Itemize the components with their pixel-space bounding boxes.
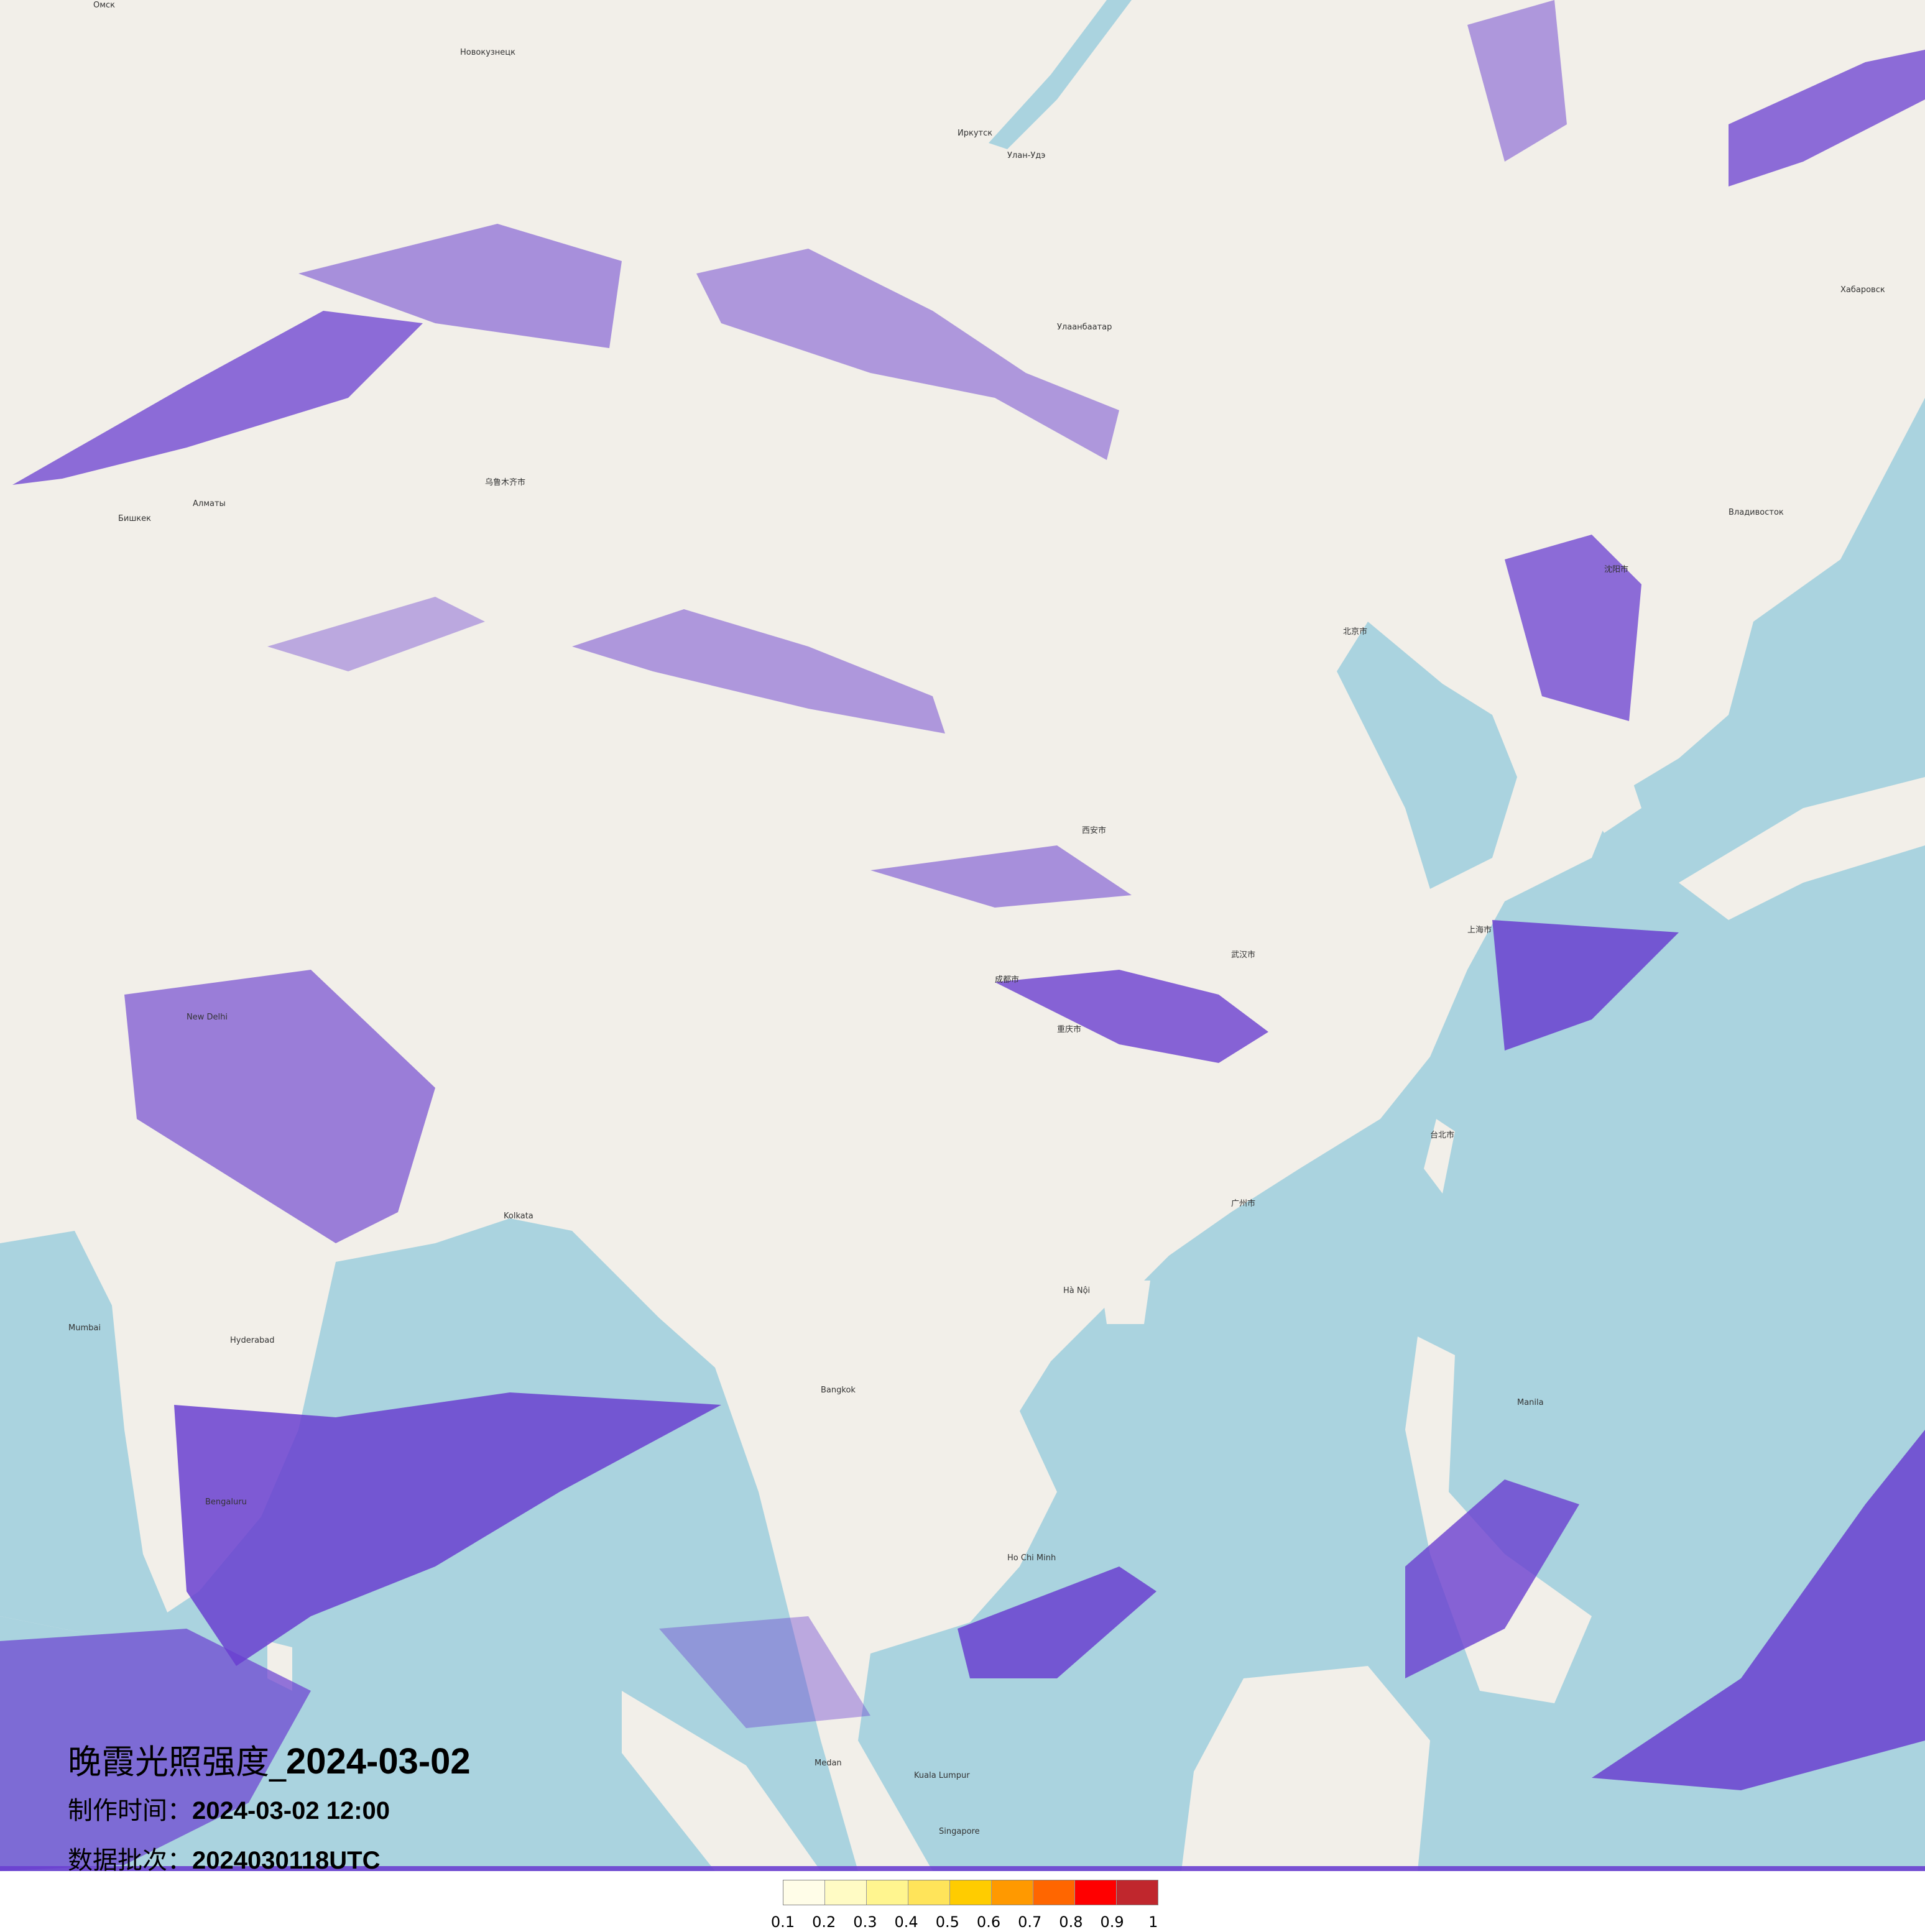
city-label: Улаанбаатар xyxy=(1057,323,1112,332)
city-label: Омск xyxy=(93,1,115,10)
glow-region xyxy=(0,1629,311,1871)
city-label: Алматы xyxy=(193,499,226,508)
glow-region xyxy=(1492,920,1679,1051)
map-title: 晚霞光照强度_2024-03-02 xyxy=(68,1734,471,1783)
glow-region xyxy=(870,845,1132,908)
glow-region xyxy=(659,1616,870,1728)
city-label: Владивосток xyxy=(1729,508,1784,517)
sumatra xyxy=(622,1691,821,1871)
city-label: 武汉市 xyxy=(1231,950,1255,960)
hainan xyxy=(1101,1281,1150,1324)
color-legend xyxy=(783,1880,1158,1905)
city-label: Хабаровск xyxy=(1840,285,1885,295)
city-label: Bangkok xyxy=(821,1386,856,1395)
korea xyxy=(1567,715,1641,833)
city-label: Улан-Удэ xyxy=(1007,151,1045,160)
glow-region xyxy=(958,1566,1156,1678)
legend-swatch xyxy=(1033,1880,1075,1905)
glow-region xyxy=(572,609,945,734)
lake-baikal xyxy=(989,0,1132,149)
arabian-sea xyxy=(0,1231,174,1641)
city-label: Manila xyxy=(1517,1398,1544,1407)
data-batch-label: 数据批次： xyxy=(68,1846,192,1875)
production-time-label: 制作时间： xyxy=(68,1796,192,1825)
glow-region xyxy=(124,970,435,1243)
legend-labels: 0.1 0.2 0.3 0.4 0.5 0.6 0.7 0.8 0.9 1 xyxy=(771,1913,1169,1932)
map-canvas[interactable]: Омск Новокузнецк Иркутск Улан-Удэ Улаанбаата… xyxy=(0,0,1925,1871)
city-label: Бишкек xyxy=(118,514,151,523)
city-label: 沈阳市 xyxy=(1604,564,1628,574)
legend-tick-label: 0.3 xyxy=(853,1913,877,1931)
city-label: Mumbai xyxy=(68,1323,101,1333)
city-label: Medan xyxy=(815,1759,842,1768)
legend-tick-label: 0.7 xyxy=(1018,1913,1042,1931)
legend-tick-label: 0.5 xyxy=(935,1913,959,1931)
city-label: Kuala Lumpur xyxy=(914,1771,970,1780)
title-date: 2024-03-02 xyxy=(286,1741,471,1782)
pacific-ocean xyxy=(858,398,1925,1871)
production-time-value: 2024-03-02 12:00 xyxy=(192,1797,390,1824)
city-label: Bengaluru xyxy=(205,1497,247,1507)
legend-tick-label: 0.8 xyxy=(1059,1913,1083,1931)
glow-region xyxy=(298,224,622,348)
legend-swatch xyxy=(1117,1880,1158,1905)
japan xyxy=(1679,777,1925,920)
borneo xyxy=(1181,1666,1430,1871)
map-bottom-border xyxy=(0,1866,1925,1871)
legend-swatch xyxy=(908,1880,950,1905)
legend-tick-label: 0.2 xyxy=(812,1913,836,1931)
city-label: 西安市 xyxy=(1082,826,1106,835)
glow-region xyxy=(696,249,1119,460)
glow-region xyxy=(1729,50,1925,186)
city-label: 成都市 xyxy=(995,975,1019,985)
city-labels: Омск Новокузнецк Иркутск Улан-Удэ Улаанбаата… xyxy=(68,1,1885,1836)
legend-tick-label: 0.1 xyxy=(770,1913,795,1931)
legend-tick-label: 0.6 xyxy=(976,1913,1001,1931)
city-label: 上海市 xyxy=(1467,925,1492,935)
data-batch-value: 2024030118UTC xyxy=(192,1847,381,1874)
city-label: Ho Chi Minh xyxy=(1007,1553,1056,1563)
production-time: 制作时间：2024-03-02 12:00 xyxy=(68,1790,390,1826)
glow-region xyxy=(1592,1430,1925,1790)
city-label: Hyderabad xyxy=(230,1336,275,1345)
glow-region xyxy=(1467,0,1567,162)
legend-tick-label: 0.9 xyxy=(1100,1913,1124,1931)
afterglow-intensity-overlay xyxy=(0,0,1925,1871)
city-label: 台北市 xyxy=(1430,1130,1454,1140)
city-label: Hà Nội xyxy=(1063,1286,1090,1295)
glow-region xyxy=(267,597,485,671)
data-batch: 数据批次：2024030118UTC xyxy=(68,1840,380,1876)
legend-swatch xyxy=(1075,1880,1117,1905)
title-prefix: 晚霞光照强度_ xyxy=(68,1742,286,1782)
city-label: Kolkata xyxy=(504,1212,533,1221)
legend-tick-label: 0.4 xyxy=(894,1913,918,1931)
legend-swatch xyxy=(992,1880,1033,1905)
glow-region xyxy=(1405,1479,1579,1678)
legend-swatch xyxy=(867,1880,908,1905)
yellow-sea xyxy=(1337,622,1517,889)
city-label: 重庆市 xyxy=(1057,1024,1081,1034)
legend-tick-label: 1 xyxy=(1148,1913,1158,1931)
city-label: Singapore xyxy=(939,1827,980,1836)
glow-region xyxy=(995,970,1268,1063)
city-label: 广州市 xyxy=(1231,1198,1255,1208)
legend-swatch xyxy=(825,1880,867,1905)
city-label: Новокузнецк xyxy=(460,48,515,57)
taiwan xyxy=(1424,1119,1455,1194)
glow-region xyxy=(1505,535,1641,721)
city-label: New Delhi xyxy=(187,1013,228,1022)
city-label: 北京市 xyxy=(1343,627,1367,637)
city-label: 乌鲁木齐市 xyxy=(485,477,525,487)
legend-swatch xyxy=(783,1880,825,1905)
glow-region xyxy=(174,1392,721,1666)
legend-swatch xyxy=(950,1880,992,1905)
glow-region xyxy=(12,311,423,485)
city-label: Иркутск xyxy=(958,129,992,138)
